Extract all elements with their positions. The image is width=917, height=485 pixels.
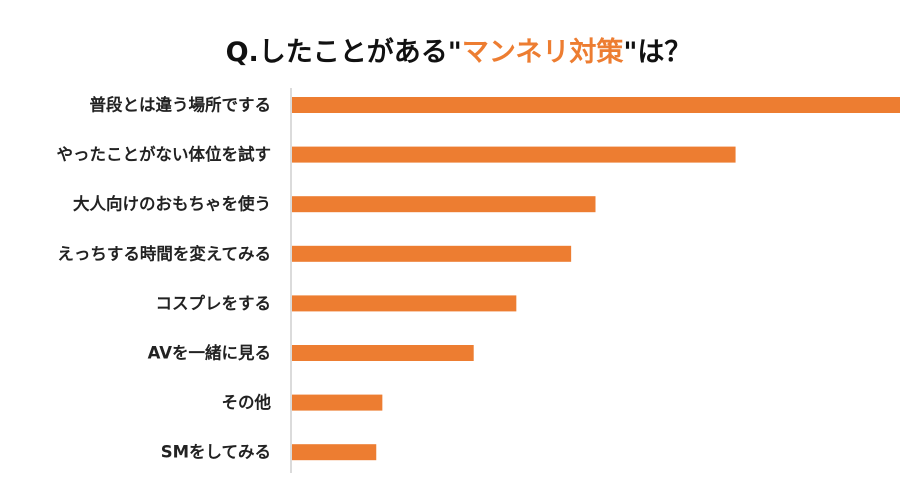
- title-suffix: "は？: [623, 37, 692, 68]
- bar: [292, 196, 596, 213]
- category-label: えっちする時間を変えてみる: [57, 243, 271, 263]
- category-label: その他: [222, 392, 272, 412]
- bar: [292, 444, 377, 461]
- bar: [292, 97, 900, 113]
- bar: [292, 345, 474, 361]
- category-label: やったことがない体位を試す: [57, 144, 272, 164]
- bar: [292, 394, 383, 411]
- title-highlight: マンネリ対策: [461, 37, 624, 68]
- bar: [292, 245, 572, 262]
- category-label: AVを一緒に見る: [148, 343, 271, 363]
- category-label: 普段とは違う場所でする: [90, 95, 272, 115]
- category-label: SMをしてみる: [161, 443, 271, 462]
- category-label: コスプレをする: [156, 293, 272, 313]
- bar: [292, 295, 517, 312]
- title-prefix: Q.したことがある": [225, 37, 462, 68]
- bar: [292, 146, 736, 163]
- category-label: 大人向けのおもちゃを使う: [73, 194, 271, 214]
- chart-title: Q.したことがある"マンネリ対策"は？: [0, 30, 917, 69]
